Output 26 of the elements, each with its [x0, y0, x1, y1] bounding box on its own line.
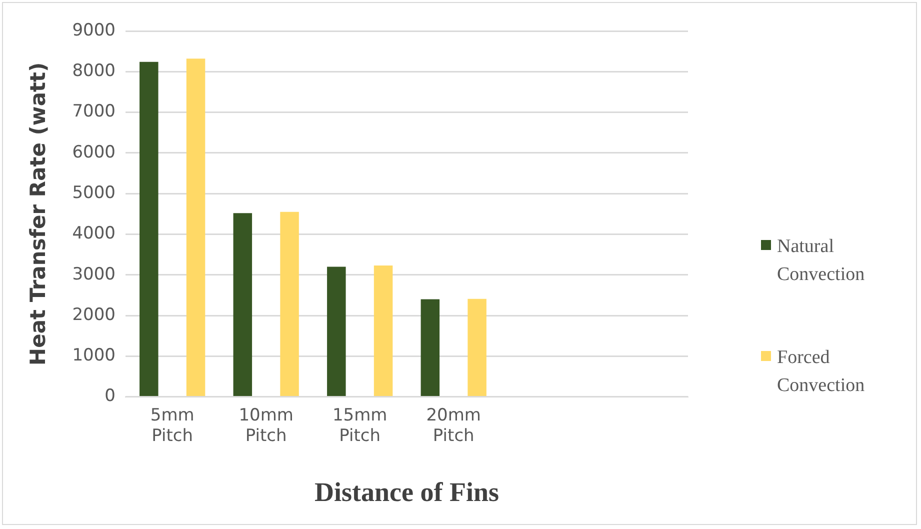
bar	[374, 266, 393, 396]
y-axis-title: Heat Transfer Rate (watt)	[26, 62, 50, 366]
y-tick-label: 0	[104, 386, 116, 406]
legend-label: Natural Convection	[777, 235, 866, 287]
y-tick-label: 6000	[72, 142, 116, 162]
y-tick-label: 8000	[72, 61, 116, 82]
y-tick-label: 2000	[72, 304, 116, 325]
x-tick-label: 15mm Pitch	[332, 405, 388, 446]
x-tick-label: 5mm Pitch	[150, 405, 194, 446]
x-tick-label: 10mm Pitch	[238, 405, 294, 446]
bar	[327, 266, 346, 396]
y-tick-label: 5000	[72, 183, 116, 203]
legend-label: Forced Convection	[777, 346, 866, 398]
bar	[233, 213, 252, 396]
y-tick-label: 9000	[72, 20, 116, 40]
y-tick-label: 3000	[72, 264, 116, 284]
y-tick-label: 7000	[72, 102, 116, 122]
bar	[186, 58, 206, 396]
y-tick-label: 1000	[72, 346, 116, 366]
x-tick-label: 20mm Pitch	[426, 405, 481, 446]
bar	[280, 212, 299, 396]
bar	[140, 62, 158, 396]
bar	[468, 298, 486, 396]
y-tick-label: 4000	[72, 224, 116, 244]
bar	[420, 299, 440, 396]
x-axis-title: Distance of Fins	[314, 476, 499, 507]
